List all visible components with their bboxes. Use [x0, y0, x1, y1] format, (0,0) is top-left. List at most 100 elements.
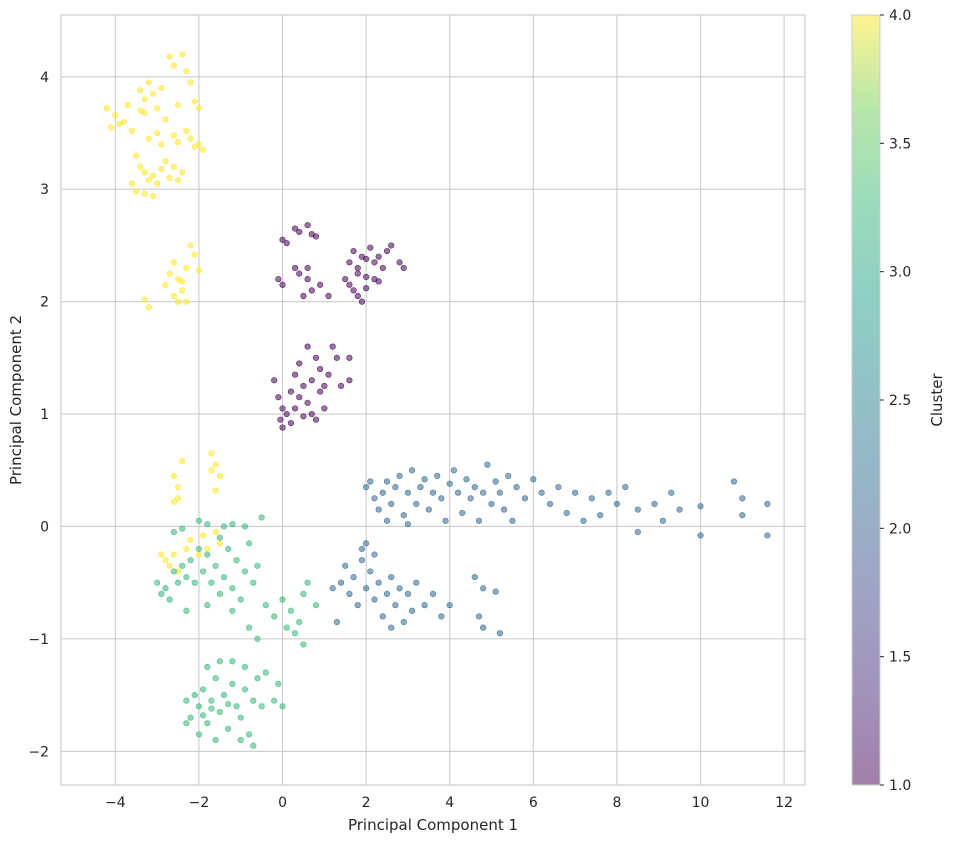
data-point-cluster-3 [158, 590, 165, 598]
data-point-cluster-2 [442, 517, 449, 524]
data-point-cluster-3 [183, 720, 190, 727]
data-point-cluster-1 [363, 255, 370, 263]
data-point-cluster-3 [225, 545, 232, 553]
x-axis-label: Principal Component 1 [348, 816, 518, 834]
data-point-cluster-1 [300, 292, 307, 300]
plot-frame [60, 14, 806, 786]
data-point-cluster-2 [446, 602, 453, 609]
data-point-cluster-4 [108, 124, 115, 131]
data-point-cluster-3 [245, 731, 253, 738]
data-point-cluster-3 [208, 579, 215, 586]
data-point-cluster-2 [413, 500, 420, 508]
data-point-cluster-1 [317, 365, 324, 373]
data-point-cluster-4 [195, 105, 203, 112]
data-point-cluster-2 [471, 484, 478, 491]
data-point-cluster-2 [400, 512, 407, 519]
data-point-cluster-4 [187, 242, 194, 249]
data-point-cluster-1 [396, 259, 403, 266]
data-point-cluster-3 [254, 562, 261, 569]
y-tick-label: 4 [40, 70, 49, 86]
data-point-cluster-2 [388, 624, 395, 631]
data-point-cluster-2 [484, 461, 491, 468]
data-point-cluster-2 [371, 551, 378, 558]
data-point-cluster-4 [112, 111, 119, 119]
data-point-cluster-3 [212, 562, 219, 569]
data-point-cluster-1 [296, 228, 303, 236]
data-point-cluster-2 [580, 517, 587, 524]
data-point-cluster-4 [200, 146, 207, 153]
data-point-cluster-2 [350, 573, 357, 581]
data-point-cluster-4 [141, 296, 148, 303]
data-point-cluster-2 [409, 467, 416, 474]
data-point-cluster-4 [166, 270, 173, 277]
data-point-cluster-3 [237, 596, 244, 603]
data-point-cluster-2 [572, 489, 579, 496]
data-point-cluster-4 [145, 177, 152, 184]
data-point-cluster-4 [212, 461, 219, 468]
colorbar-tick-label: 2.0 [889, 521, 911, 537]
data-point-cluster-4 [195, 551, 203, 558]
x-tick-label: −2 [189, 795, 210, 811]
data-point-cluster-2 [739, 512, 746, 519]
data-point-cluster-3 [258, 703, 265, 710]
data-point-cluster-2 [634, 528, 641, 536]
data-point-cluster-4 [187, 79, 194, 86]
data-point-cluster-4 [174, 484, 182, 491]
data-point-cluster-1 [383, 247, 391, 255]
data-point-cluster-2 [396, 585, 403, 592]
data-point-cluster-1 [291, 225, 299, 232]
data-point-cluster-3 [154, 579, 161, 586]
data-point-cluster-2 [421, 476, 428, 483]
data-point-cluster-2 [346, 590, 353, 598]
data-point-cluster-1 [304, 276, 311, 283]
x-axis-ticks: −4 −2 0 2 4 6 8 10 12 [105, 795, 793, 811]
data-point-cluster-2 [438, 613, 445, 620]
data-point-cluster-4 [191, 98, 198, 105]
data-point-cluster-1 [287, 388, 294, 395]
data-point-cluster-2 [588, 495, 595, 502]
data-point-cluster-1 [325, 292, 332, 300]
data-point-cluster-4 [216, 472, 223, 479]
data-point-cluster-3 [233, 557, 240, 564]
data-point-cluster-1 [379, 264, 386, 272]
y-tick-label: −2 [28, 744, 49, 760]
data-point-cluster-2 [367, 478, 374, 485]
data-point-cluster-1 [317, 388, 324, 395]
data-point-cluster-3 [204, 720, 211, 727]
data-point-cluster-4 [170, 292, 177, 300]
data-point-cluster-2 [400, 618, 407, 626]
data-point-cluster-3 [212, 736, 219, 744]
data-point-cluster-3 [225, 725, 232, 732]
data-point-cluster-3 [220, 573, 228, 581]
data-point-cluster-1 [363, 273, 370, 281]
data-point-cluster-2 [404, 521, 412, 528]
data-point-cluster-3 [179, 562, 186, 569]
plot-background [61, 15, 805, 785]
data-point-cluster-4 [166, 53, 173, 60]
data-point-cluster-1 [317, 281, 324, 288]
data-point-cluster-3 [200, 712, 207, 719]
data-point-cluster-1 [337, 382, 345, 390]
data-point-cluster-1 [363, 285, 370, 292]
data-point-cluster-3 [220, 691, 228, 699]
data-point-cluster-4 [216, 540, 223, 547]
data-point-cluster-1 [300, 413, 307, 420]
data-point-cluster-2 [425, 506, 432, 513]
data-point-cluster-4 [145, 304, 152, 311]
data-point-cluster-1 [304, 343, 311, 350]
data-point-cluster-1 [375, 253, 382, 260]
data-point-cluster-3 [212, 675, 219, 682]
data-point-cluster-2 [488, 500, 495, 508]
data-point-cluster-1 [283, 410, 290, 418]
data-point-cluster-1 [354, 270, 361, 277]
data-point-cluster-2 [388, 500, 395, 508]
data-point-cluster-2 [375, 506, 382, 513]
data-point-cluster-2 [383, 517, 391, 524]
data-point-cluster-2 [409, 607, 416, 614]
data-point-cluster-4 [174, 298, 182, 305]
data-point-cluster-2 [513, 484, 520, 491]
x-tick-label: 12 [775, 795, 793, 811]
data-point-cluster-3 [279, 596, 286, 603]
data-point-cluster-3 [250, 697, 257, 704]
